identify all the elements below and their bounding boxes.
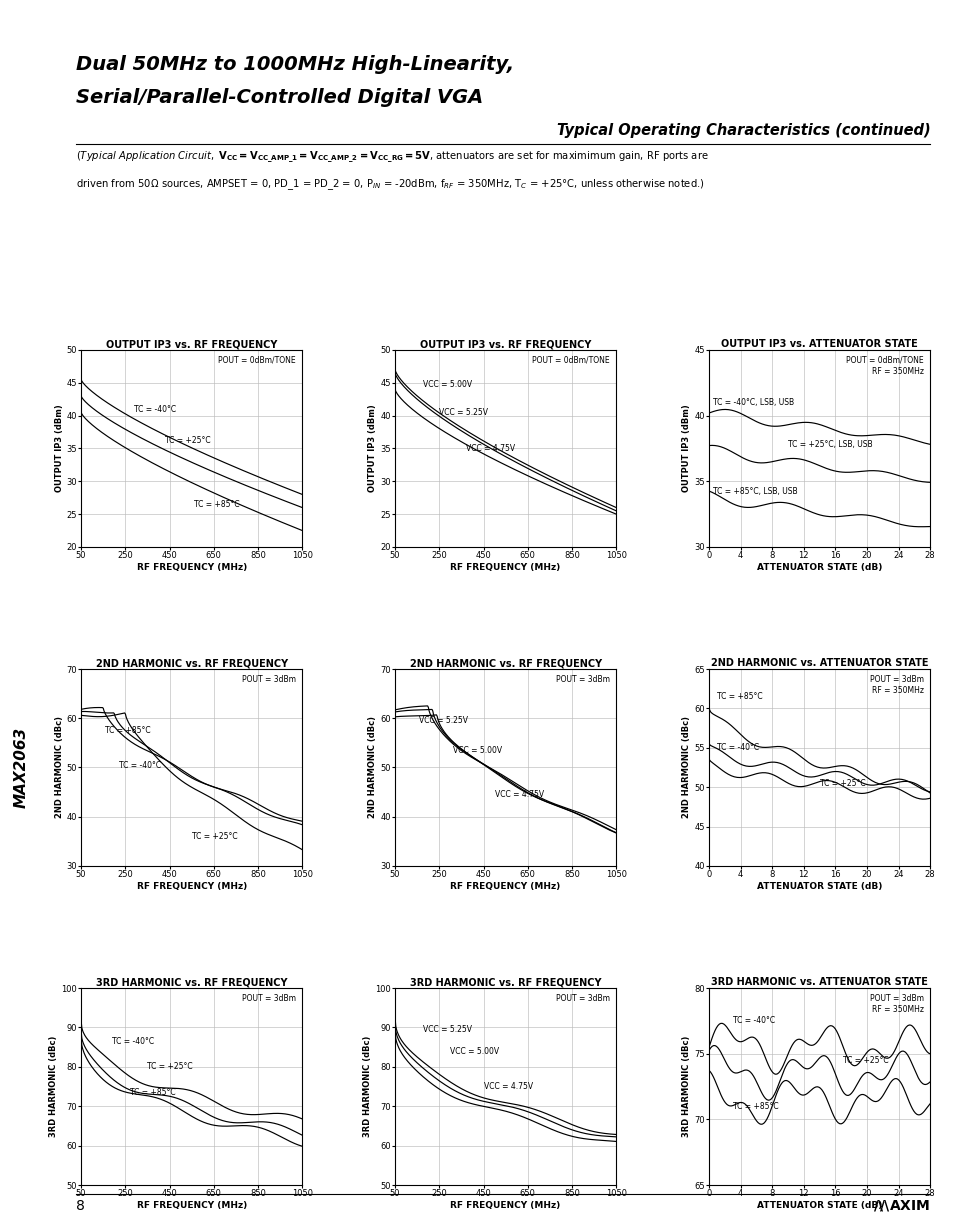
Text: POUT = 3dBm: POUT = 3dBm [241,993,295,1003]
Text: VCC = 5.00V: VCC = 5.00V [452,745,501,755]
Text: Serial/Parallel-Controlled Digital VGA: Serial/Parallel-Controlled Digital VGA [76,88,483,107]
X-axis label: RF FREQUENCY (MHz): RF FREQUENCY (MHz) [136,1201,247,1210]
Text: VCC = 4.75V: VCC = 4.75V [465,445,515,453]
Text: POUT = 0dBm/TONE: POUT = 0dBm/TONE [217,356,295,365]
X-axis label: RF FREQUENCY (MHz): RF FREQUENCY (MHz) [136,562,247,572]
Text: ($\it{Typical\ Application\ Circuit,}$ $\bf{V_{CC} = V_{CC\_AMP\_1} = V_{CC\_AMP: ($\it{Typical\ Application\ Circuit,}$ $… [76,150,708,166]
Text: TC = +85°C: TC = +85°C [130,1088,175,1097]
Text: VCC = 5.00V: VCC = 5.00V [450,1046,499,1056]
Text: TC = +25°C: TC = +25°C [819,779,864,787]
X-axis label: RF FREQUENCY (MHz): RF FREQUENCY (MHz) [450,562,560,572]
Title: 3RD HARMONIC vs. RF FREQUENCY: 3RD HARMONIC vs. RF FREQUENCY [96,977,287,987]
X-axis label: ATTENUATOR STATE (dB): ATTENUATOR STATE (dB) [756,562,882,572]
Y-axis label: 2ND HARMONIC (dBc): 2ND HARMONIC (dBc) [681,716,691,819]
Text: TC = +85°C: TC = +85°C [105,726,151,736]
Text: Typical Operating Characteristics (continued): Typical Operating Characteristics (conti… [556,123,929,138]
X-axis label: RF FREQUENCY (MHz): RF FREQUENCY (MHz) [136,882,247,892]
Text: TC = -40°C: TC = -40°C [134,404,176,414]
Text: TC = +25°C: TC = +25°C [165,436,211,445]
Text: TC = +85°C, LSB, USB: TC = +85°C, LSB, USB [712,488,797,496]
Y-axis label: OUTPUT IP3 (dBm): OUTPUT IP3 (dBm) [681,404,691,492]
Text: POUT = 3dBm: POUT = 3dBm [555,993,609,1003]
Y-axis label: 2ND HARMONIC (dBc): 2ND HARMONIC (dBc) [368,716,377,819]
Text: TC = +25°C: TC = +25°C [192,831,237,841]
Title: 2ND HARMONIC vs. RF FREQUENCY: 2ND HARMONIC vs. RF FREQUENCY [95,658,288,668]
Text: $\bf{/\backslash\!/\backslash AXIM}$: $\bf{/\backslash\!/\backslash AXIM}$ [872,1199,929,1213]
Text: VCC = 5.25V: VCC = 5.25V [438,408,488,416]
Text: TC = -40°C, LSB, USB: TC = -40°C, LSB, USB [712,398,793,406]
Title: 2ND HARMONIC vs. ATTENUATOR STATE: 2ND HARMONIC vs. ATTENUATOR STATE [710,658,927,668]
Text: VCC = 5.25V: VCC = 5.25V [419,716,468,726]
Text: POUT = 0dBm/TONE: POUT = 0dBm/TONE [532,356,609,365]
Text: 8: 8 [76,1200,85,1213]
Text: POUT = 3dBm
RF = 350MHz: POUT = 3dBm RF = 350MHz [868,993,923,1014]
Text: TC = +25°C: TC = +25°C [842,1056,888,1065]
Text: driven from 50$\Omega$ sources, AMPSET = 0, PD_1 = PD_2 = 0, P$_{IN}$ = -20dBm, : driven from 50$\Omega$ sources, AMPSET =… [76,177,704,192]
Y-axis label: 3RD HARMONIC (dBc): 3RD HARMONIC (dBc) [681,1036,691,1137]
Text: TC = -40°C: TC = -40°C [717,743,759,753]
Text: VCC = 5.25V: VCC = 5.25V [422,1025,471,1034]
X-axis label: ATTENUATOR STATE (dB): ATTENUATOR STATE (dB) [756,1201,882,1210]
Title: OUTPUT IP3 vs. RF FREQUENCY: OUTPUT IP3 vs. RF FREQUENCY [419,339,591,349]
Text: VCC = 4.75V: VCC = 4.75V [483,1082,532,1090]
Y-axis label: 3RD HARMONIC (dBc): 3RD HARMONIC (dBc) [50,1036,58,1137]
Text: POUT = 0dBm/TONE
RF = 350MHz: POUT = 0dBm/TONE RF = 350MHz [845,356,923,376]
X-axis label: ATTENUATOR STATE (dB): ATTENUATOR STATE (dB) [756,882,882,892]
Text: POUT = 3dBm
RF = 350MHz: POUT = 3dBm RF = 350MHz [868,675,923,695]
Y-axis label: OUTPUT IP3 (dBm): OUTPUT IP3 (dBm) [368,404,377,492]
Text: TC = +85°C: TC = +85°C [193,500,239,508]
Title: OUTPUT IP3 vs. RF FREQUENCY: OUTPUT IP3 vs. RF FREQUENCY [106,339,277,349]
Text: POUT = 3dBm: POUT = 3dBm [241,675,295,684]
Title: 3RD HARMONIC vs. ATTENUATOR STATE: 3RD HARMONIC vs. ATTENUATOR STATE [710,977,927,987]
Text: VCC = 5.00V: VCC = 5.00V [422,379,472,388]
Text: POUT = 3dBm: POUT = 3dBm [555,675,609,684]
Text: TC = +85°C: TC = +85°C [732,1102,778,1111]
Title: 3RD HARMONIC vs. RF FREQUENCY: 3RD HARMONIC vs. RF FREQUENCY [410,977,600,987]
Text: TC = -40°C: TC = -40°C [732,1017,774,1025]
Title: OUTPUT IP3 vs. ATTENUATOR STATE: OUTPUT IP3 vs. ATTENUATOR STATE [720,339,917,349]
X-axis label: RF FREQUENCY (MHz): RF FREQUENCY (MHz) [450,882,560,892]
Text: Dual 50MHz to 1000MHz High-Linearity,: Dual 50MHz to 1000MHz High-Linearity, [76,55,514,74]
Text: TC = -40°C: TC = -40°C [118,760,161,770]
Text: VCC = 4.75V: VCC = 4.75V [494,790,543,799]
Y-axis label: OUTPUT IP3 (dBm): OUTPUT IP3 (dBm) [54,404,64,492]
Text: TC = +25°C: TC = +25°C [148,1062,193,1071]
Text: TC = +85°C: TC = +85°C [717,693,761,701]
Text: MAX2063: MAX2063 [13,727,29,808]
Text: TC = +25°C, LSB, USB: TC = +25°C, LSB, USB [787,440,872,449]
Y-axis label: 2ND HARMONIC (dBc): 2ND HARMONIC (dBc) [54,716,64,819]
Title: 2ND HARMONIC vs. RF FREQUENCY: 2ND HARMONIC vs. RF FREQUENCY [409,658,601,668]
Y-axis label: 3RD HARMONIC (dBc): 3RD HARMONIC (dBc) [363,1036,372,1137]
X-axis label: RF FREQUENCY (MHz): RF FREQUENCY (MHz) [450,1201,560,1210]
Text: TC = -40°C: TC = -40°C [112,1036,154,1046]
